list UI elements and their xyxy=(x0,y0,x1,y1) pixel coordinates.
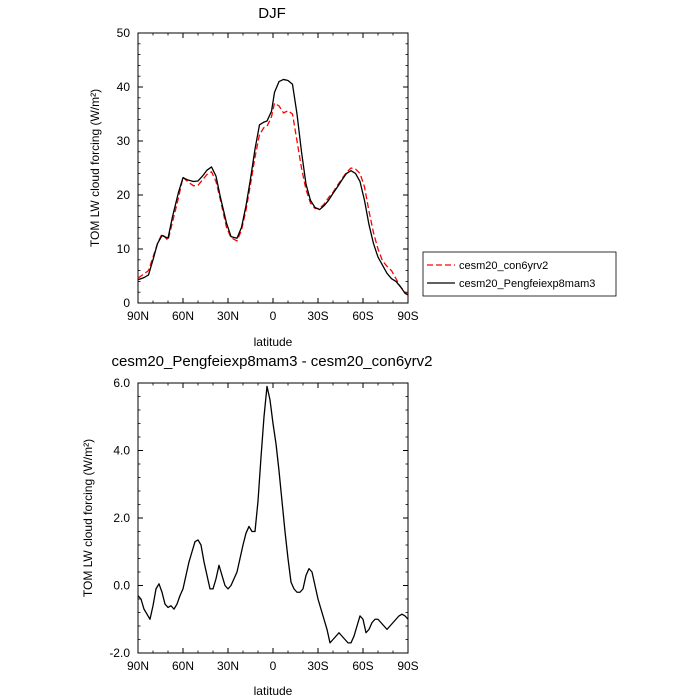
bottom-y-tick-label: 4.0 xyxy=(113,444,130,458)
legend-label: cesm20_Pengfeiexp8mam3 xyxy=(459,278,595,290)
bottom-x-tick-label: 0 xyxy=(270,659,277,673)
bottom-x-tick-label: 90N xyxy=(127,659,149,673)
top-x-tick-label: 60N xyxy=(172,309,194,323)
top-panel-title: DJF xyxy=(258,5,286,22)
top-panel-series xyxy=(137,78,409,296)
top-y-tick-label: 10 xyxy=(117,242,131,256)
top-y-tick-label: 20 xyxy=(117,188,131,202)
top-series-line-1 xyxy=(137,78,409,296)
top-y-tick-label: 40 xyxy=(117,80,131,94)
bottom-x-tick-label: 30S xyxy=(307,659,328,673)
top-panel: DJF 90N 60N 30N 0 30S 60S 90S 0 10 20 30 40 50 latit… xyxy=(88,5,419,349)
bottom-panel-ticks: 90N 60N 30N 0 30S 60S 90S -2.0 0.0 2.0 4.0 6.0 xyxy=(109,376,418,673)
bottom-y-tick-label: 0.0 xyxy=(113,579,130,593)
bottom-y-tick-label: 6.0 xyxy=(113,376,130,390)
top-x-tick-label: 60S xyxy=(352,309,373,323)
top-y-tick-label: 30 xyxy=(117,134,131,148)
top-series-line-0 xyxy=(137,102,409,296)
bottom-x-tick-label: 30N xyxy=(217,659,239,673)
top-panel-x-axis-label: latitude xyxy=(254,335,293,349)
bottom-x-tick-label: 60N xyxy=(172,659,194,673)
bottom-y-tick-label: -2.0 xyxy=(109,646,130,660)
top-y-tick-label: 50 xyxy=(117,26,131,40)
legend: cesm20_con6yrv2 cesm20_Pengfeiexp8mam3 xyxy=(422,251,617,297)
top-x-tick-label: 0 xyxy=(270,309,277,323)
top-x-tick-label: 90N xyxy=(127,309,149,323)
bottom-panel-y-axis-label: TOM LW cloud forcing (W/m²) xyxy=(81,439,95,597)
bottom-series-line-0 xyxy=(137,385,409,644)
legend-box xyxy=(422,251,617,297)
legend-label: cesm20_con6yrv2 xyxy=(459,260,548,272)
bottom-panel-series xyxy=(137,385,409,644)
top-x-tick-label: 30S xyxy=(307,309,328,323)
bottom-x-tick-label: 60S xyxy=(352,659,373,673)
top-panel-y-axis-label: TOM LW cloud forcing (W/m²) xyxy=(88,89,102,247)
bottom-y-tick-label: 2.0 xyxy=(113,511,130,525)
bottom-panel-title: cesm20_Pengfeiexp8mam3 - cesm20_con6yrv2 xyxy=(112,353,433,370)
top-x-tick-label: 30N xyxy=(217,309,239,323)
bottom-panel-x-axis-label: latitude xyxy=(254,684,293,698)
bottom-x-tick-label: 90S xyxy=(397,659,418,673)
top-x-tick-label: 90S xyxy=(397,309,418,323)
bottom-panel: cesm20_Pengfeiexp8mam3 - cesm20_con6yrv2… xyxy=(81,353,433,698)
top-y-tick-label: 0 xyxy=(123,296,130,310)
top-panel-ticks: 90N 60N 30N 0 30S 60S 90S 0 10 20 30 40 50 xyxy=(117,26,419,323)
